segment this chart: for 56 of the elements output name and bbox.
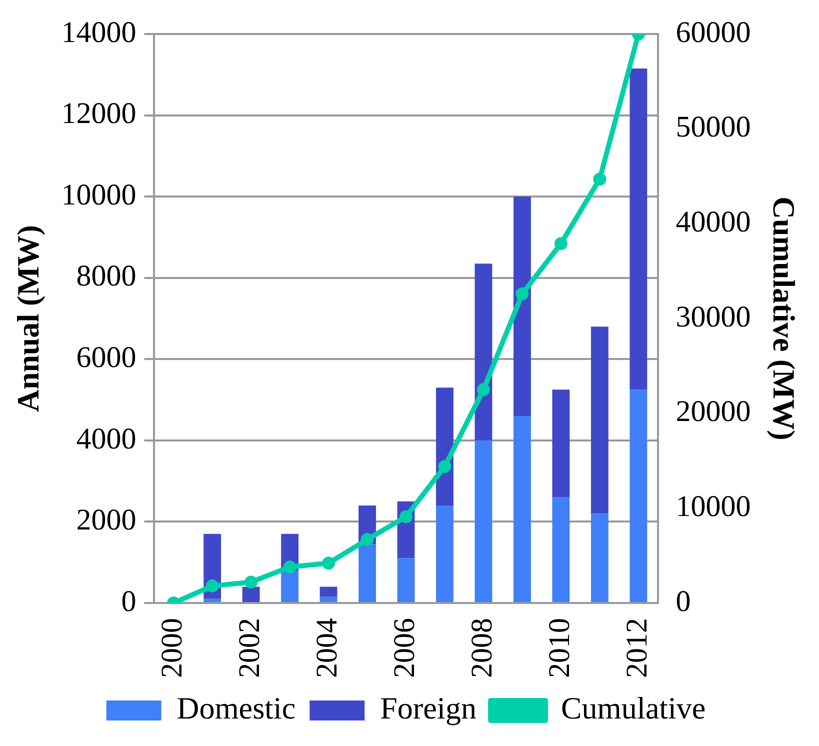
bar	[436, 505, 454, 602]
legend-label: Domestic	[176, 690, 296, 726]
x-tick-label: 2006	[388, 618, 421, 678]
y2-tick-label: 30000	[676, 300, 751, 334]
y-tick-label: 2000	[76, 504, 136, 537]
y-tick-label: 4000	[76, 422, 136, 456]
y-tick-label: 10000	[61, 178, 136, 212]
x-tick-label: 2002	[232, 618, 266, 678]
point	[400, 510, 412, 524]
y2-axis-title: Cumulative (MW)	[766, 196, 802, 440]
x-tick-label: 2008	[465, 618, 498, 678]
bar	[552, 497, 570, 602]
x-tick-label: 2012	[620, 618, 654, 678]
bar	[320, 586, 338, 597]
point	[554, 237, 568, 250]
x-tick-label: 2000	[155, 618, 188, 678]
y2-tick-label: 20000	[676, 395, 751, 428]
point	[516, 287, 529, 300]
bar	[242, 586, 260, 602]
y2-tick-label: 0	[676, 584, 691, 618]
point	[244, 576, 258, 589]
bar	[630, 68, 648, 390]
bar	[552, 390, 570, 498]
bar	[204, 598, 222, 602]
bar	[590, 514, 608, 602]
bar	[474, 264, 492, 440]
y-axis-title: Annual (MW)	[10, 225, 46, 412]
y2-tick-label: 10000	[676, 490, 751, 524]
y-tick-label: 12000	[61, 97, 136, 130]
point	[322, 556, 336, 570]
bar	[281, 570, 298, 602]
y-tick-label: 8000	[76, 260, 136, 293]
legend-label: Cumulative	[561, 690, 706, 726]
x-tick-label: 2010	[542, 618, 576, 678]
bar	[397, 558, 415, 602]
bar	[514, 196, 531, 416]
y2-tick-label: 40000	[676, 206, 751, 239]
point	[476, 383, 490, 396]
y-tick-label: 14000	[61, 16, 136, 49]
point	[593, 172, 606, 186]
point	[438, 460, 452, 473]
bar	[590, 326, 608, 514]
y2-tick-label: 60000	[676, 16, 751, 49]
y-tick-label: 6000	[76, 341, 136, 374]
bar	[320, 596, 338, 602]
point	[206, 579, 219, 592]
bar	[474, 440, 492, 602]
point	[283, 560, 296, 574]
y2-tick-label: 50000	[676, 110, 751, 144]
x-tick-label: 2004	[310, 618, 344, 678]
legend-label: Foreign	[380, 690, 478, 726]
y-tick-label: 0	[121, 584, 136, 618]
point	[360, 532, 374, 546]
bar	[514, 416, 531, 602]
bar	[630, 390, 648, 602]
bar	[358, 544, 376, 602]
